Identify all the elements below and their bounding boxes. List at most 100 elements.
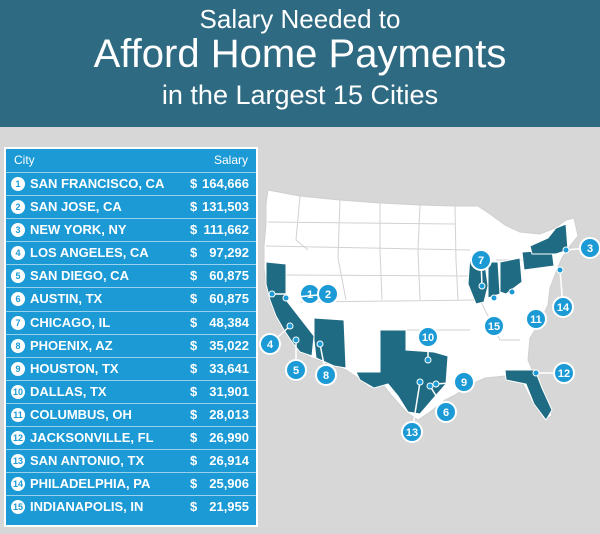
city-name: DALLAS, TX [30,383,107,399]
salary-value: 26,914 [209,453,249,469]
column-header-salary: Salary [213,153,248,167]
state-ohio [499,257,523,295]
marker-pin-dot [432,380,440,388]
marker-label: 3 [587,243,593,255]
table-row: 1 SAN FRANCISCO, CA $164,666 [6,172,256,195]
marker-pin-dot [490,294,498,302]
currency-symbol: $ [190,476,198,492]
rank-badge: 14 [11,477,25,492]
city-name: SAN FRANCISCO, CA [30,176,165,191]
table-rows: 1 SAN FRANCISCO, CA $164,666 2 SAN JOSE, CA $… [6,172,256,518]
marker-circle [470,249,492,271]
rank-badge: 5 [11,269,25,284]
state-new-york [529,223,569,255]
title-banner: Salary Needed to Afford Home Payments in… [0,0,600,127]
map-marker: 12 [532,362,575,384]
title-line-2: Afford Home Payments [93,32,507,76]
currency-symbol: $ [190,199,198,215]
currency-symbol: $ [190,453,198,469]
map-marker: 8 [315,340,337,386]
salary-value: 131,503 [202,199,249,215]
map-marker: 11 [508,288,547,330]
marker-pin-dot [508,288,516,296]
city-name: AUSTIN, TX [30,291,103,307]
rank-badge: 3 [11,223,25,238]
map-marker: 3 [562,237,600,259]
table-row: 4 LOS ANGELES, CA $97,292 [6,241,256,264]
rank-badge: 12 [11,431,25,446]
marker-circle [417,326,439,348]
state-texas [355,329,449,415]
salary-value: 26,990 [209,430,249,446]
map-marker: 15 [483,294,505,337]
marker-circle [401,421,423,443]
state-indiana [487,261,501,299]
map-marker: 7 [470,249,492,290]
city-markers: 123456789101112131415 [259,237,600,443]
marker-label: 7 [478,255,484,267]
currency-symbol: $ [190,360,198,376]
salary-value: 33,641 [209,360,249,376]
map-marker: 2 [282,283,339,305]
city-name: INDIANAPOLIS, IN [30,499,144,515]
rank-badge: 15 [11,500,25,515]
marker-pin-dot [268,290,276,298]
table-row: 6 AUSTIN, TX $60,875 [6,287,256,310]
marker-label: 4 [267,339,274,351]
currency-symbol: $ [190,383,198,399]
marker-label: 12 [558,368,570,380]
marker-label: 10 [422,332,434,344]
city-name: LOS ANGELES, CA [30,245,149,261]
map-marker: 13 [401,378,424,443]
rank-badge: 9 [11,361,25,376]
salary-value: 21,955 [209,499,249,515]
salary-value: 164,666 [202,176,249,191]
marker-pin-dot [424,356,432,364]
map-marker: 4 [259,322,294,355]
salary-value: 31,901 [209,383,249,399]
marker-label: 13 [406,427,418,439]
marker-pin-dot [316,340,324,348]
map-marker: 6 [426,382,457,423]
table-row: 2 SAN JOSE, CA $131,503 [6,195,256,218]
marker-circle [552,296,574,318]
table-row: 11 COLUMBUS, OH $28,013 [6,402,256,426]
currency-symbol: $ [190,430,198,446]
title-line-3: in the Largest 15 Cities [161,80,439,110]
marker-pin-dot [478,282,486,290]
table-row: 8 PHOENIX, AZ $35,022 [6,333,256,357]
city-name: PHILADELPHIA, PA [30,476,151,492]
marker-label: 14 [557,302,570,314]
table-row: 15 INDIANAPOLIS, IN $21,955 [6,495,256,518]
rank-badge: 13 [11,454,25,469]
rank-badge: 2 [11,200,25,215]
currency-symbol: $ [190,245,198,261]
table-row: 3 NEW YORK, NY $111,662 [6,218,256,241]
salary-value: 97,292 [209,245,249,261]
marker-circle [435,401,457,423]
table-row: 13 SAN ANTONIO, TX $26,914 [6,449,256,472]
city-name: JACKSONVILLE, FL [30,430,154,446]
marker-circle [317,283,339,305]
salary-value: 25,906 [209,476,249,492]
marker-label: 9 [461,377,467,389]
us-map: 123456789101112131415 [259,189,600,443]
currency-symbol: $ [190,314,198,330]
highlighted-states [265,223,569,421]
marker-label: 6 [443,407,449,419]
rank-badge: 11 [11,407,25,422]
table-row: 10 DALLAS, TX $31,901 [6,379,256,403]
marker-pin-dot [556,266,564,274]
marker-label: 5 [293,365,299,377]
salary-value: 60,875 [209,291,249,307]
rank-badge: 4 [11,246,25,261]
marker-circle [453,371,475,393]
currency-symbol: $ [190,406,198,422]
city-name: HOUSTON, TX [30,360,119,376]
city-name: SAN DIEGO, CA [30,268,129,284]
marker-circle [315,364,337,386]
table-row: 5 SAN DIEGO, CA $60,875 [6,264,256,287]
salary-value: 28,013 [209,406,249,422]
currency-symbol: $ [190,291,198,307]
salary-value: 35,022 [209,337,249,353]
